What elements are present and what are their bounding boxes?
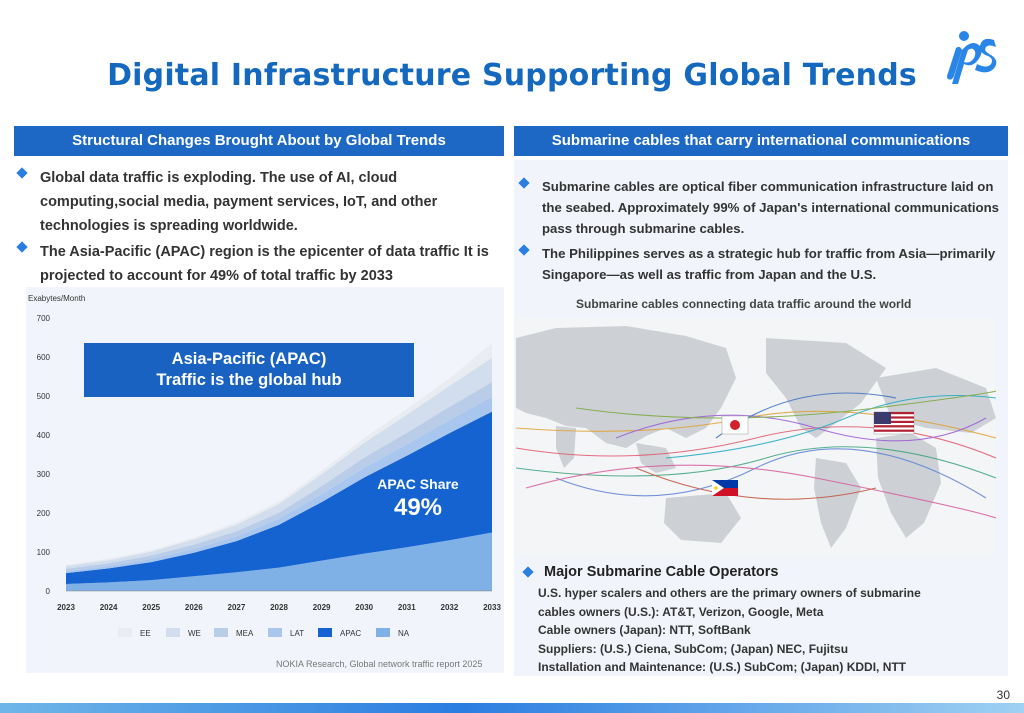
legend-label-apac: APAC — [340, 629, 361, 638]
diamond-bullet-icon — [16, 167, 28, 179]
area-series-na — [66, 532, 492, 591]
legend-label-we: WE — [188, 629, 201, 638]
y-tick-label: 700 — [37, 314, 51, 323]
usa-flag — [873, 411, 915, 435]
operators-line: Suppliers: (U.S.) Ciena, SubCom; (Japan)… — [538, 641, 849, 656]
x-tick-label: 2025 — [142, 603, 160, 612]
y-tick-label: 0 — [46, 587, 51, 596]
operators-line: cables owners (U.S.): AT&T, Verizon, Goo… — [538, 604, 824, 619]
x-tick-label: 2023 — [57, 603, 75, 612]
callout-line-2: Traffic is the global hub — [156, 371, 342, 389]
share-label: APAC Share — [377, 476, 459, 492]
y-axis-label: Exabytes/Month — [28, 294, 85, 303]
map-caption: Submarine cables connecting data traffic… — [576, 297, 912, 311]
bullet-item: The Philippines serves as a strategic hu… — [516, 243, 1002, 285]
legend-label-na: NA — [398, 629, 410, 638]
ips-logo — [947, 31, 997, 84]
x-tick-label: 2029 — [313, 603, 331, 612]
traffic-area-chart: Exabytes/Month 0 100 200 300 400 500 600 700 2023… — [28, 294, 501, 638]
operators-line: U.S. hyper scalers and others are the pr… — [538, 586, 921, 600]
legend-label-lat: LAT — [290, 629, 304, 638]
x-tick-label: 2033 — [483, 603, 501, 612]
area-series-apac — [66, 411, 492, 584]
diamond-bullet-icon — [522, 566, 534, 578]
page-number: 30 — [996, 688, 1010, 702]
legend-label-mea: MEA — [236, 629, 254, 638]
submarine-cable-map — [516, 318, 996, 556]
y-tick-label: 600 — [37, 353, 51, 362]
diamond-bullet-icon — [518, 177, 530, 189]
bullet-item: The Asia-Pacific (APAC) region is the ep… — [14, 240, 502, 288]
diamond-bullet-icon — [518, 244, 530, 256]
bullet-item: Submarine cables are optical fiber commu… — [516, 176, 1002, 239]
footer-bar — [0, 703, 1024, 713]
x-tick-label: 2027 — [228, 603, 246, 612]
chart-source: NOKIA Research, Global network traffic r… — [276, 659, 483, 669]
share-value: 49% — [393, 494, 443, 521]
legend-swatch-apac — [318, 628, 332, 637]
legend-swatch-lat — [268, 628, 282, 637]
y-tick-label: 200 — [37, 509, 51, 518]
apac-share-label: APAC Share 49% — [366, 476, 470, 522]
operators-line: Installation and Maintenance: (U.S.) Sub… — [538, 660, 907, 674]
legend-swatch-ee — [118, 628, 132, 637]
right-section-header: Submarine cables that carry internationa… — [514, 126, 1008, 156]
x-tick-label: 2024 — [100, 603, 118, 612]
right-bullet-list: Submarine cables are optical fiber commu… — [516, 176, 1002, 289]
x-tick-label: 2028 — [270, 603, 288, 612]
legend-swatch-mea — [214, 628, 228, 637]
apac-callout: Asia-Pacific (APAC) Traffic is the globa… — [84, 343, 414, 397]
japan-flag — [721, 415, 749, 435]
y-tick-label: 300 — [37, 470, 51, 479]
legend-label-ee: EE — [140, 629, 151, 638]
operators-line: Cable owners (Japan): NTT, SoftBank — [538, 623, 751, 637]
y-tick-label: 100 — [37, 548, 51, 557]
legend-swatch-we — [166, 628, 180, 637]
page-title: Digital Infrastructure Supporting Global… — [107, 58, 917, 93]
x-tick-label: 2032 — [441, 603, 459, 612]
y-tick-label: 400 — [37, 431, 51, 440]
diamond-bullet-icon — [16, 241, 28, 253]
x-tick-label: 2026 — [185, 603, 203, 612]
operators-header: Major Submarine Cable Operators — [520, 564, 1000, 580]
operators-section: Major Submarine Cable Operators U.S. hyp… — [520, 564, 1000, 677]
y-tick-label: 500 — [37, 392, 51, 401]
left-section-header: Structural Changes Brought About by Glob… — [14, 126, 504, 156]
x-tick-label: 2031 — [398, 603, 416, 612]
legend-swatch-na — [376, 628, 390, 637]
callout-line-1: Asia-Pacific (APAC) — [171, 350, 327, 368]
philippines-flag — [712, 480, 738, 496]
left-bullet-list: Global data traffic is exploding. The us… — [14, 166, 502, 288]
operators-lines: U.S. hyper scalers and others are the pr… — [520, 584, 1000, 677]
x-tick-label: 2030 — [355, 603, 373, 612]
bullet-item: Global data traffic is exploding. The us… — [14, 166, 502, 238]
